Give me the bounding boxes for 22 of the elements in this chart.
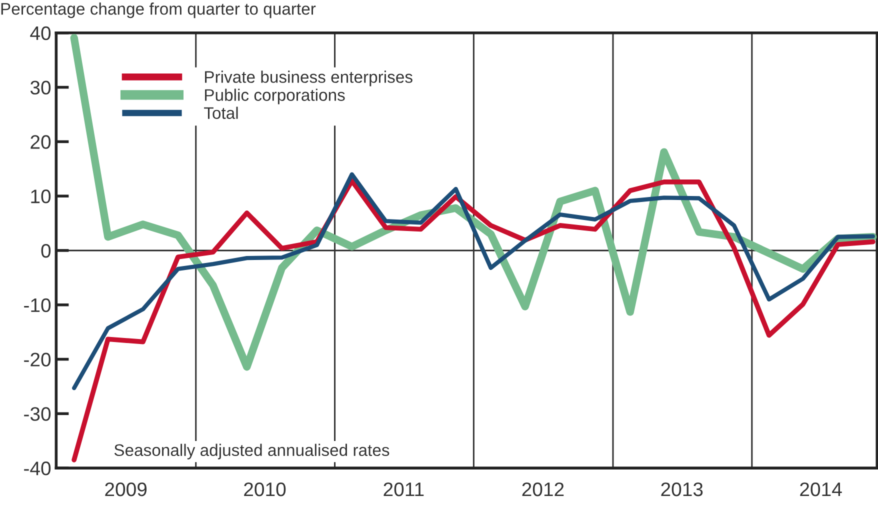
line-series — [72, 178, 876, 462]
y-tick-label: -30 — [24, 407, 51, 421]
x-tick-label: 2013 — [661, 482, 703, 496]
x-tick-label: 2010 — [244, 482, 286, 496]
y-tick-label: 20 — [30, 135, 51, 149]
legend-label: Public corporations — [205, 88, 345, 104]
y-tick-label: -20 — [24, 352, 51, 366]
y-tick-label: -10 — [24, 298, 51, 312]
legend-label: Private business enterprises — [205, 70, 412, 86]
x-tick-label: 2012 — [522, 482, 564, 496]
x-tick-label: 2011 — [384, 482, 424, 496]
legend-label: Total — [204, 106, 238, 119]
y-tick-label: 30 — [30, 80, 51, 95]
x-tick-label: 2014 — [800, 482, 842, 496]
y-tick-label: 40 — [30, 26, 51, 40]
x-tick-label: 2009 — [105, 482, 147, 496]
chart-subtitle: Percentage change from quarter to quarter — [1, 2, 316, 18]
line-series — [72, 172, 876, 390]
y-tick-label: 0 — [41, 244, 51, 258]
y-tick-label: 10 — [31, 190, 51, 204]
annotation: Seasonally adjusted annualised rates — [114, 444, 390, 460]
y-tick-label: -40 — [24, 462, 51, 476]
